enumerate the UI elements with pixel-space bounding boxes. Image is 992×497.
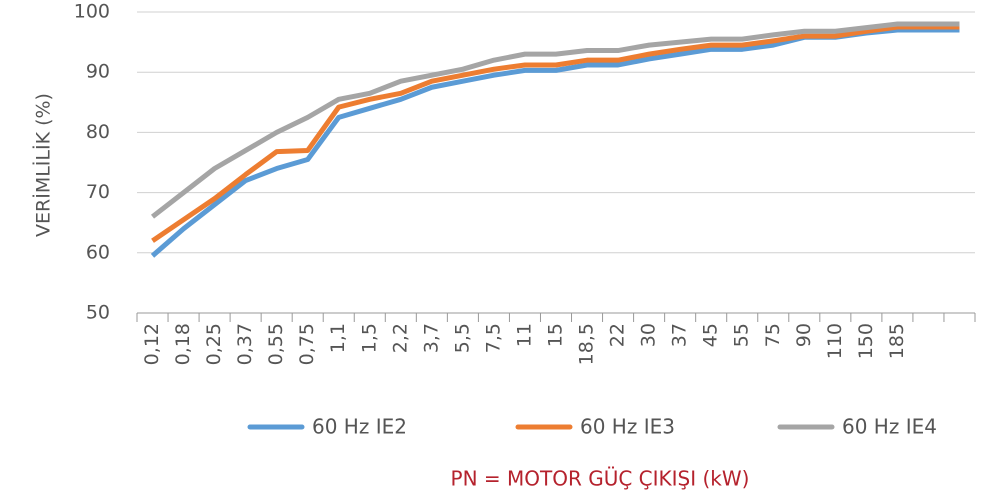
x-tick-label: 45	[700, 323, 722, 347]
x-tick-label: 37	[669, 323, 691, 347]
x-tick-label: 0,12	[141, 323, 163, 365]
x-tick-label: 110	[824, 323, 846, 359]
x-tick-label: 1,1	[327, 323, 349, 353]
x-tick-label: 75	[762, 323, 784, 347]
legend-label: 60 Hz IE3	[580, 415, 675, 439]
x-tick-label: 90	[793, 323, 815, 347]
x-tick-label: 7,5	[482, 323, 504, 353]
x-tick-label: 5,5	[451, 323, 473, 353]
legend-label: 60 Hz IE2	[312, 415, 407, 439]
x-tick-label: 0,37	[234, 323, 256, 365]
x-tick-label: 150	[855, 323, 877, 359]
y-axis-label: VERİMLİLİK (%)	[32, 93, 55, 237]
x-tick-label: 15	[545, 323, 567, 347]
series-line	[150, 21, 960, 219]
legend-label: 60 Hz IE4	[842, 415, 937, 439]
y-tick-label: 50	[86, 302, 110, 324]
y-tick-label: 80	[86, 121, 110, 143]
x-tick-label: 0,75	[296, 323, 318, 365]
x-tick-label: 30	[638, 323, 660, 347]
x-tick-label: 185	[886, 323, 908, 359]
y-tick-label: 100	[74, 1, 110, 23]
y-tick-label: 60	[86, 241, 110, 263]
x-tick-label: 3,7	[420, 323, 442, 353]
x-tick-label: 22	[607, 323, 629, 347]
x-tick-label: 0,18	[172, 323, 194, 365]
x-tick-label: 18,5	[576, 323, 598, 365]
x-tick-label: 11	[513, 323, 535, 347]
y-tick-label: 70	[86, 181, 110, 203]
x-tick-label: 0,25	[203, 323, 225, 365]
x-axis-label: PN = MOTOR GÜÇ ÇIKIŞI (kW)	[451, 467, 750, 491]
y-tick-label: 90	[86, 61, 110, 83]
series-line	[151, 24, 960, 243]
x-tick-label: 2,2	[389, 323, 411, 353]
x-tick-label: 1,5	[358, 323, 380, 353]
x-tick-label: 0,55	[265, 323, 287, 365]
x-tick-label: 55	[731, 323, 753, 347]
